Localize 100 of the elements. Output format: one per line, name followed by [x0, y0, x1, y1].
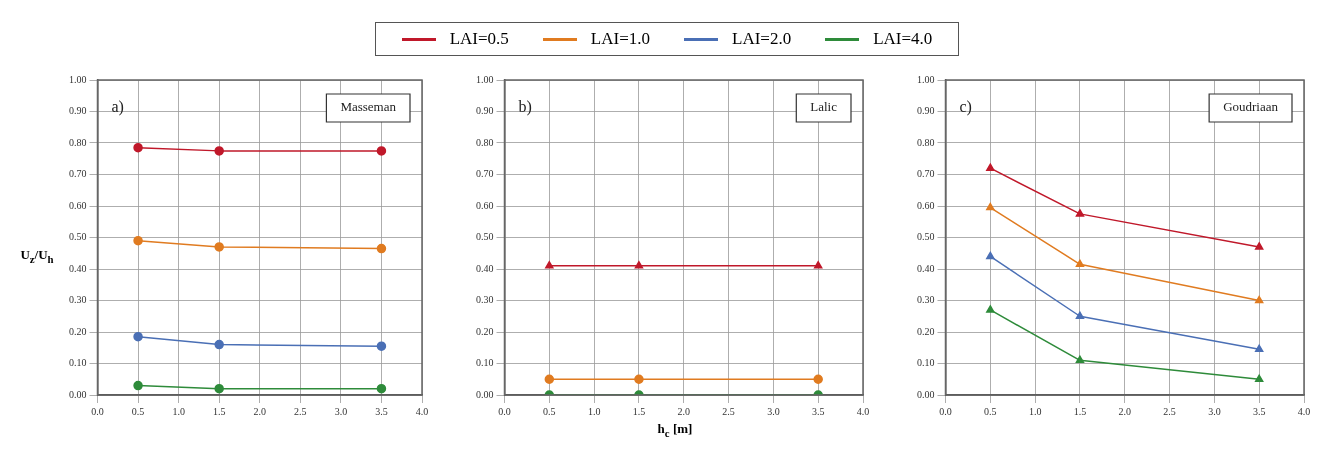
- y-tick-label: 0.70: [917, 168, 935, 180]
- point: [986, 163, 995, 171]
- y-tick-label: 1.00: [917, 73, 935, 85]
- annotation: a): [111, 98, 124, 117]
- y-tick-label: 0.70: [69, 168, 87, 180]
- x-tick-label: 3.0: [767, 405, 780, 417]
- point: [1075, 259, 1085, 268]
- x-tick-label: 2.0: [677, 405, 690, 417]
- x-tick-label: 2.5: [722, 405, 735, 417]
- y-tick-label: 0.90: [917, 105, 935, 117]
- y-tick-label: 0.60: [69, 199, 87, 211]
- y-tick-label: 0.00: [917, 388, 935, 400]
- point: [1254, 242, 1264, 250]
- y-tick-label: 0.40: [476, 262, 494, 274]
- x-tick-label: 3.5: [811, 405, 825, 417]
- y-tick-label: 0.30: [917, 294, 935, 306]
- point: [376, 243, 387, 254]
- point: [1254, 374, 1264, 382]
- x-tick-label: 1.5: [1073, 405, 1087, 417]
- point: [986, 202, 995, 211]
- x-tick-label: 0.0: [939, 405, 952, 417]
- y-tick-label: 0.90: [476, 105, 494, 117]
- x-tick-label: 4.0: [1297, 405, 1311, 417]
- y-tick-label: 0.30: [476, 294, 494, 306]
- legend-label: LAI=2.0: [732, 29, 792, 49]
- point: [214, 339, 224, 350]
- x-tick-label: 1.5: [212, 405, 226, 417]
- x-tick-label: 4.0: [415, 405, 429, 417]
- point: [1075, 209, 1085, 217]
- point: [133, 380, 143, 391]
- x-tick-label: 0.0: [91, 405, 104, 417]
- x-tick-label: 4.0: [856, 405, 870, 417]
- x-tick-label: 2.5: [294, 405, 307, 417]
- x-tick-label: 0.0: [498, 405, 511, 417]
- point: [1254, 344, 1264, 353]
- point: [1254, 295, 1264, 304]
- annotation: Lalic: [810, 99, 838, 115]
- annotation: b): [518, 98, 532, 117]
- point: [133, 235, 143, 246]
- y-tick-label: 0.20: [917, 325, 935, 337]
- x-tick-label: 1.0: [1028, 405, 1042, 417]
- y-tick-label: 1.00: [476, 73, 494, 85]
- x-tick-label: 0.5: [984, 405, 997, 417]
- y-tick-label: 0.10: [917, 357, 935, 369]
- x-tick-label: 2.5: [1163, 405, 1176, 417]
- x-tick-label: 2.0: [1118, 405, 1131, 417]
- y-tick-label: 0.50: [476, 231, 494, 243]
- y-axis-title: U$_{z}$/U$_{h}$: [20, 247, 54, 265]
- legend-label: LAI=1.0: [590, 29, 650, 49]
- point: [214, 146, 224, 156]
- x-tick-label: 3.0: [1208, 405, 1221, 417]
- point: [986, 305, 995, 313]
- y-tick-label: 0.20: [69, 325, 87, 337]
- y-tick-label: 0.40: [69, 262, 87, 274]
- x-tick-label: 3.0: [334, 405, 348, 417]
- annotation: Masseman: [340, 99, 397, 115]
- point: [1075, 355, 1085, 364]
- y-tick-label: 0.00: [476, 388, 494, 400]
- x-tick-label: 1.0: [172, 405, 185, 417]
- legend-label: LAI=0.5: [449, 29, 509, 49]
- x-tick-label: 1.5: [632, 405, 646, 417]
- y-tick-label: 0.70: [476, 168, 494, 180]
- point: [133, 331, 143, 342]
- y-tick-label: 0.90: [69, 105, 87, 117]
- point: [986, 251, 995, 260]
- point: [133, 142, 143, 153]
- y-tick-label: 0.60: [917, 199, 935, 211]
- point: [214, 242, 224, 252]
- x-tick-label: 2.0: [253, 405, 266, 417]
- y-tick-label: 0.20: [476, 325, 494, 337]
- y-tick-label: 1.00: [69, 73, 87, 85]
- y-tick-label: 0.60: [476, 199, 494, 211]
- y-tick-label: 0.30: [69, 294, 87, 306]
- point: [634, 261, 644, 269]
- y-tick-label: 0.50: [917, 231, 935, 243]
- point: [544, 374, 555, 384]
- y-tick-label: 0.80: [69, 136, 87, 148]
- x-tick-label: 3.5: [375, 405, 388, 417]
- y-tick-label: 0.00: [69, 388, 87, 400]
- y-tick-label: 0.80: [917, 136, 935, 148]
- x-tick-label: 0.5: [543, 405, 556, 417]
- point: [376, 383, 387, 394]
- point: [214, 383, 224, 394]
- point: [545, 261, 554, 269]
- point: [813, 261, 823, 269]
- x-tick-label: 1.0: [587, 405, 601, 417]
- point: [634, 374, 644, 384]
- y-tick-label: 0.10: [69, 357, 87, 369]
- x-axis-title: h$_{c}$ [m]: [657, 421, 693, 439]
- point: [376, 341, 387, 351]
- point: [1075, 311, 1085, 319]
- y-tick-label: 0.80: [476, 136, 494, 148]
- y-tick-label: 0.40: [917, 262, 935, 274]
- x-tick-label: 0.5: [131, 405, 145, 417]
- y-tick-label: 0.10: [476, 357, 494, 369]
- x-tick-label: 3.5: [1252, 405, 1266, 417]
- annotation: Goudriaan: [1223, 99, 1279, 115]
- point: [376, 146, 387, 156]
- annotation: c): [959, 98, 972, 117]
- legend-label: LAI=4.0: [873, 29, 933, 49]
